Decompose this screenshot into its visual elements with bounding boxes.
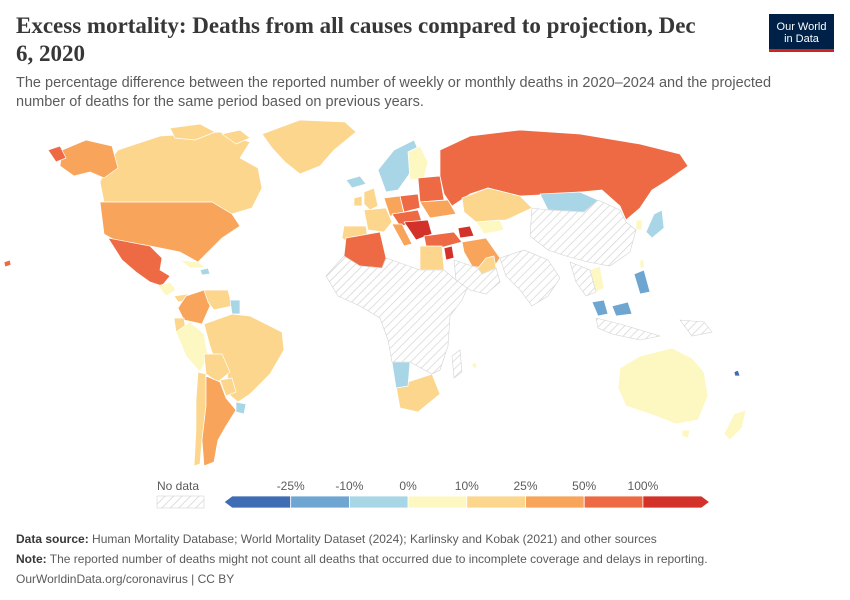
legend-swatch-7[interactable] [642, 495, 711, 509]
footer-url[interactable]: OurWorldinData.org/coronavirus | CC BY [16, 572, 235, 586]
source-text: Human Mortality Database; World Mortalit… [92, 532, 657, 546]
country-caribbean[interactable] [199, 267, 211, 276]
legend-tick-label-4: 25% [513, 479, 537, 493]
country-finland[interactable] [407, 145, 429, 181]
legend-tick-label-3: 10% [455, 479, 479, 493]
legend-tick-label-6: 100% [628, 479, 659, 493]
no-data-png [679, 319, 713, 337]
logo-line-2: in Data [784, 33, 819, 45]
no-data-madagascar [451, 349, 463, 379]
legend-swatch-4[interactable] [466, 495, 526, 509]
world-map[interactable] [0, 110, 850, 480]
country-timor[interactable] [733, 369, 741, 377]
country-venezuela[interactable] [203, 289, 233, 311]
legend-no-data-label: No data [157, 479, 199, 493]
country-poland[interactable] [399, 193, 421, 213]
country-korea[interactable] [635, 219, 643, 231]
country-guatemala[interactable] [157, 281, 177, 297]
country-uruguay[interactable] [235, 401, 247, 415]
country-alaska[interactable] [59, 139, 119, 179]
country-egypt[interactable] [419, 245, 445, 271]
no-data-africa [325, 255, 471, 375]
country-mauritius[interactable] [471, 361, 478, 369]
country-mexico[interactable] [107, 237, 171, 287]
note-label: Note: [16, 552, 47, 566]
country-ireland[interactable] [353, 195, 363, 207]
country-bolivia[interactable] [203, 353, 231, 383]
legend-no-data-swatch [156, 495, 205, 509]
country-taiwan[interactable] [639, 259, 645, 269]
country-italy[interactable] [391, 223, 413, 247]
legend-swatch-1[interactable] [290, 495, 350, 509]
chart-subtitle: The percentage difference between the re… [16, 75, 772, 110]
country-guyana[interactable] [229, 299, 241, 315]
country-malaysia[interactable] [591, 299, 609, 317]
owid-logo[interactable]: Our World in Data [769, 14, 834, 52]
country-canada-islands[interactable] [169, 123, 251, 145]
legend-tick-label-2: 0% [399, 479, 417, 493]
country-namibia[interactable] [391, 361, 411, 389]
country-new-zealand[interactable] [723, 409, 747, 441]
no-data-southeast-asia [569, 261, 597, 297]
footer: Data source: Human Mortality Database; W… [16, 529, 836, 589]
country-baltics-belarus[interactable] [417, 175, 445, 203]
legend-swatch-6[interactable] [583, 495, 644, 509]
country-ukraine[interactable] [419, 199, 457, 219]
country-hawaii[interactable] [3, 259, 12, 268]
legend-swatch-3[interactable] [407, 495, 468, 509]
no-data-south-asia [499, 249, 561, 307]
legend-tick-label-0: -25% [277, 479, 305, 493]
footer-note: Note: The reported number of deaths migh… [16, 549, 836, 569]
legend: No data -25% -10% 0% 10% 25% 50% 100% [156, 479, 711, 509]
country-uzbekistan[interactable] [475, 219, 505, 235]
logo-line-1: Our World [776, 21, 827, 33]
source-label: Data source: [16, 532, 89, 546]
chart-title: Excess mortality: Deaths from all causes… [16, 13, 696, 66]
legend-tick-label-5: 50% [572, 479, 596, 493]
country-philippines[interactable] [633, 269, 651, 295]
legend-swatch-0[interactable] [223, 495, 292, 509]
no-data-indonesia [595, 317, 661, 341]
country-israel-jordan[interactable] [443, 245, 455, 261]
country-cuba[interactable] [179, 259, 207, 269]
country-kazakhstan[interactable] [461, 187, 533, 223]
country-turkey[interactable] [423, 231, 463, 249]
legend-tick-label-1: -10% [335, 479, 363, 493]
country-russia[interactable] [439, 129, 689, 221]
country-paraguay[interactable] [219, 377, 237, 397]
country-indonesia-east[interactable] [611, 301, 633, 317]
legend-swatch-2[interactable] [348, 495, 409, 509]
footer-source: Data source: Human Mortality Database; W… [16, 529, 836, 549]
country-peru[interactable] [175, 321, 209, 373]
no-data-china [529, 199, 637, 267]
country-australia[interactable] [617, 347, 709, 425]
legend-swatch-5[interactable] [525, 495, 585, 509]
country-japan[interactable] [645, 209, 665, 239]
country-uk[interactable] [363, 187, 379, 211]
country-france[interactable] [363, 207, 393, 233]
country-greenland[interactable] [261, 119, 357, 175]
country-tasmania[interactable] [681, 429, 691, 439]
no-data-arabia [453, 259, 501, 295]
country-alaska-tip[interactable] [47, 145, 67, 163]
country-caucasus[interactable] [457, 225, 475, 239]
note-text: The reported number of deaths might not … [49, 552, 708, 566]
country-argentina[interactable] [201, 375, 237, 467]
country-balkans[interactable] [403, 219, 433, 241]
country-iceland[interactable] [345, 175, 367, 189]
